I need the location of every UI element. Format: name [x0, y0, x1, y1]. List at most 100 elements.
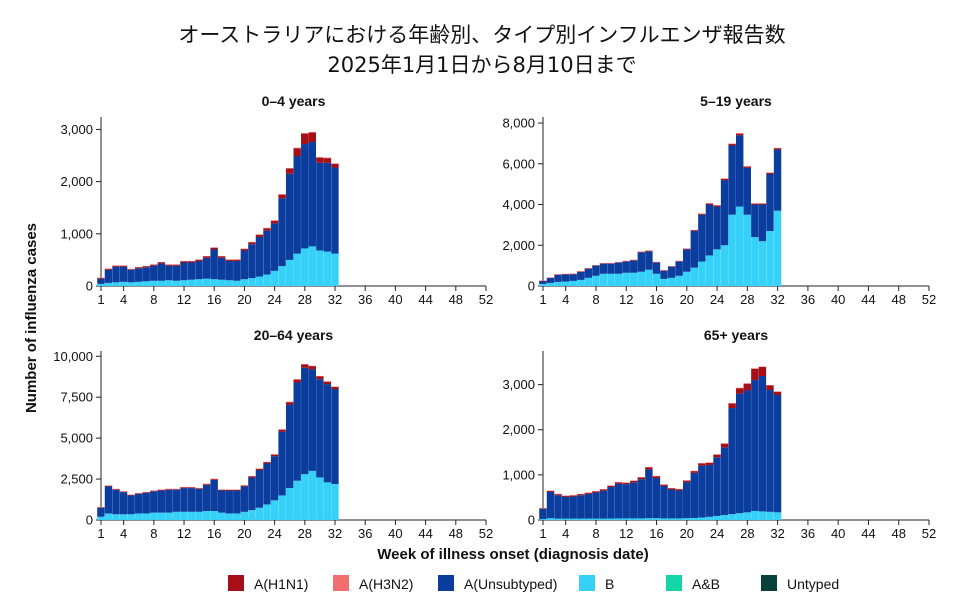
bar-segment-a-h3n2-week-2	[546, 277, 555, 278]
bar-segment-b-week-6	[134, 513, 143, 520]
bar-segment-a-unsubtyped-week-28	[743, 167, 751, 215]
bar-segment-a-h3n2-week-29	[751, 203, 759, 204]
bar-segment-a-h1n1-week-24	[270, 220, 279, 224]
bar-segment-b-week-15	[645, 269, 653, 286]
bar-segment-b-week-16	[652, 518, 661, 520]
bar-segment-a-h3n2-week-23	[263, 461, 271, 463]
bar-segment-a-unsubtyped-week-3	[112, 489, 120, 515]
x-tick-label: 32	[328, 526, 342, 541]
bar-segment-b-week-24	[270, 500, 279, 520]
bar-segment-b-week-32	[331, 483, 339, 520]
bar-segment-a-h1n1-week-6	[577, 494, 585, 496]
bar-segment-b-week-10	[165, 280, 173, 286]
bar-segment-a-h1n1-week-21	[690, 230, 699, 232]
bar-segment-b-week-3	[554, 281, 562, 286]
bar-segment-a-unsubtyped-week-1	[97, 507, 105, 517]
bar-segment-a-h1n1-week-27	[293, 379, 301, 383]
bar-segment-b-week-30	[758, 511, 767, 520]
bar-segment-a-unsubtyped-week-27	[736, 393, 744, 514]
x-tick-label: 4	[562, 526, 569, 541]
bar-segment-b-week-9	[157, 280, 166, 286]
bar-segment-b-week-31	[323, 251, 332, 286]
bar-segment-a-h3n2-week-26	[728, 143, 736, 145]
y-tick-label: 0	[528, 513, 535, 528]
bar-segment-a-h1n1-week-17	[218, 489, 226, 491]
bar-segment-a-unsubtyped-week-25	[278, 431, 286, 496]
x-tick-label: 16	[207, 526, 221, 541]
bar-segment-a-h1n1-week-18	[667, 488, 676, 490]
bar-segment-a-unsubtyped-week-2	[546, 277, 555, 283]
bar-segment-a-h1n1-week-27	[293, 148, 301, 157]
bar-segment-a-unsubtyped-week-31	[323, 384, 332, 483]
bar-segment-a-h3n2-week-5	[127, 268, 135, 270]
bar-segment-a-h3n2-week-9	[599, 262, 608, 264]
bar-segment-a-unsubtyped-week-26	[285, 173, 294, 260]
bar-segment-a-unsubtyped-week-32	[331, 167, 339, 254]
bar-segment-a-unsubtyped-week-2	[546, 492, 555, 519]
bar-segment-a-unsubtyped-week-32	[773, 149, 782, 211]
bar-segment-a-h1n1-week-28	[743, 383, 751, 391]
bar-segment-a-h3n2-week-4	[119, 265, 128, 266]
bar-segment-a-unsubtyped-week-14	[637, 252, 646, 272]
y-tick-label: 5,000	[60, 431, 93, 446]
bar-segment-b-week-17	[660, 518, 668, 520]
bar-segment-a-h3n2-week-11	[172, 488, 181, 490]
bar-segment-a-h1n1-week-15	[645, 467, 653, 470]
bar-segment-a-h1n1-week-23	[705, 203, 714, 205]
y-tick-label: 6,000	[502, 156, 535, 171]
bar-segment-b-week-10	[165, 512, 173, 520]
bar-segment-a-unsubtyped-week-8	[592, 265, 600, 276]
panel-title: 20–64 years	[254, 327, 334, 343]
bar-segment-a-h3n2-week-19	[675, 488, 683, 490]
bar-segment-a-unsubtyped-week-32	[773, 394, 782, 513]
bar-segment-a-unsubtyped-week-10	[607, 487, 615, 519]
bar-segment-a-h1n1-week-18	[225, 259, 233, 261]
panel-title: 5–19 years	[700, 93, 772, 109]
bar-segment-a-unsubtyped-week-5	[127, 495, 135, 515]
bar-segment-a-h3n2-week-23	[705, 203, 714, 204]
bar-segment-b-week-31	[323, 482, 332, 520]
bar-segment-a-h3n2-week-28	[743, 383, 751, 384]
bar-segment-a-h1n1-week-23	[263, 462, 271, 464]
bar-segment-a-unsubtyped-week-26	[285, 404, 294, 489]
x-tick-label: 44	[418, 292, 432, 307]
bar-segment-a-unsubtyped-week-20	[683, 482, 691, 519]
bar-segment-b-week-13	[630, 272, 638, 286]
x-tick-label: 32	[328, 292, 342, 307]
bar-segment-b-week-2	[546, 282, 555, 286]
x-tick-label: 28	[298, 526, 312, 541]
bar-segment-a-h1n1-week-1	[97, 277, 105, 279]
bar-segment-b-week-23	[263, 504, 271, 520]
bar-segment-a-h1n1-week-26	[728, 403, 736, 409]
bar-segment-a-h1n1-week-21	[248, 476, 256, 478]
bar-segment-a-h1n1-week-5	[127, 269, 135, 270]
bar-segment-a-h1n1-week-30	[316, 157, 324, 163]
bar-segment-a-h1n1-week-31	[323, 381, 332, 385]
figure-title-line-1: オーストラリアにおける年齢別、タイプ別インフルエンザ報告数	[178, 23, 785, 47]
bar-segment-b-week-21	[690, 517, 699, 520]
bar-segment-b-week-27	[293, 253, 301, 286]
bar-segment-a-h1n1-week-13	[630, 480, 638, 483]
x-tick-label: 16	[207, 292, 221, 307]
x-tick-label: 8	[150, 292, 157, 307]
bar-segment-a-unsubtyped-week-15	[202, 257, 211, 279]
bar-segment-a-h1n1-week-12	[180, 261, 188, 263]
bar-segment-a-h3n2-week-9	[157, 489, 166, 491]
bar-segment-a-h1n1-week-25	[278, 429, 286, 432]
x-tick-label: 36	[358, 292, 372, 307]
bar-segment-a-unsubtyped-week-21	[248, 244, 256, 279]
x-tick-label: 40	[388, 526, 402, 541]
bar-segment-a-h3n2-week-18	[667, 487, 676, 489]
bar-segment-a-h3n2-week-7	[584, 492, 593, 493]
bar-segment-a-h1n1-week-3	[112, 488, 120, 490]
bar-segment-a-unsubtyped-week-14	[195, 488, 203, 512]
bar-segment-b-week-1	[539, 283, 547, 286]
bar-segment-b-week-6	[577, 279, 585, 286]
bar-segment-a-unsubtyped-week-29	[751, 380, 759, 511]
bar-segment-a-h3n2-week-19	[233, 489, 241, 491]
bar-segment-b-week-17	[218, 512, 226, 520]
bar-segment-a-unsubtyped-week-17	[660, 270, 668, 279]
bar-segment-a-unsubtyped-week-12	[180, 262, 188, 281]
